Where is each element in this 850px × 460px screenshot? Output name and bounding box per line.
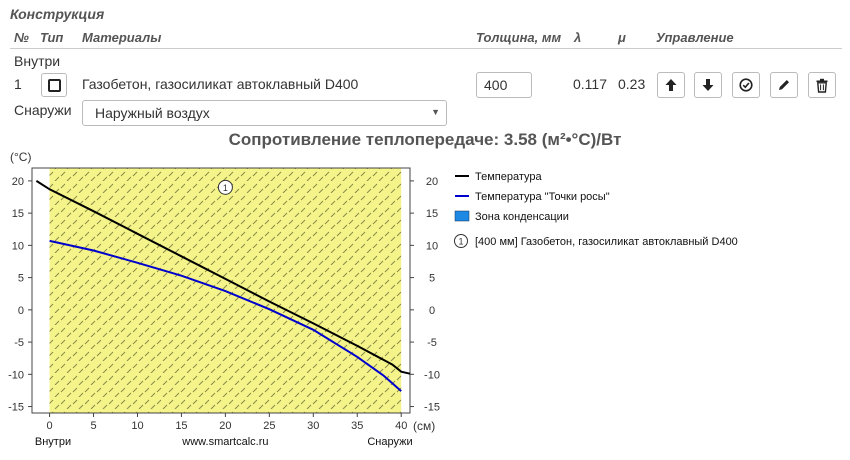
outside-air-select[interactable]: Наружный воздух ▼ bbox=[82, 100, 447, 126]
layer-material: Газобетон, газосиликат автоклавный D400 bbox=[82, 76, 359, 92]
y-tick-label-left: 10 bbox=[12, 240, 24, 252]
temperature-line bbox=[35, 180, 411, 375]
y-tick-label-right: -15 bbox=[424, 402, 440, 414]
x-axis-unit: (см) bbox=[413, 419, 435, 433]
arrow-down-icon bbox=[702, 79, 714, 91]
x-right-label: Снаружи bbox=[367, 436, 412, 448]
y-tick-label-left: -10 bbox=[8, 369, 24, 381]
y-tick-label-left: -5 bbox=[14, 337, 24, 349]
move-down-button[interactable] bbox=[694, 72, 722, 98]
dew-point-line bbox=[49, 239, 402, 392]
layer-marker-label: 1 bbox=[223, 183, 228, 193]
inside-label: Внутри bbox=[14, 53, 61, 69]
y-tick-label-left: -15 bbox=[8, 402, 24, 414]
move-up-button[interactable] bbox=[657, 72, 685, 98]
legend-layer-marker bbox=[454, 234, 468, 248]
chevron-down-icon: ▼ bbox=[431, 107, 440, 117]
y-tick-label-right: 10 bbox=[426, 240, 438, 252]
legend-condensation: Зона конденсации bbox=[475, 211, 569, 223]
y-tick-label-left: 15 bbox=[12, 208, 24, 220]
x-tick-label: 35 bbox=[351, 420, 363, 432]
temperature-chart: 1 20 20 15 15 10 10 5 5 0 0 -5 -5 -10 -10 -15 -15 0 5 10 15… bbox=[8, 150, 738, 448]
y-tick-label-left: 0 bbox=[18, 305, 24, 317]
x-left-label: Внутри bbox=[35, 436, 71, 448]
y-tick-label-right: 0 bbox=[429, 305, 435, 317]
edit-button[interactable] bbox=[770, 72, 798, 98]
header-divider bbox=[10, 48, 842, 49]
header-control: Управление bbox=[656, 30, 734, 45]
header-lambda: λ bbox=[574, 30, 582, 45]
plot-frame bbox=[31, 167, 411, 414]
y-tick-label-left: 20 bbox=[12, 176, 24, 188]
x-tick-label: 30 bbox=[307, 420, 319, 432]
y-tick-label-right: -10 bbox=[424, 369, 440, 381]
layer-mu: 0.23 bbox=[618, 76, 646, 92]
legend-layer-marker-label: 1 bbox=[458, 237, 463, 247]
x-tick-label: 0 bbox=[47, 420, 53, 432]
x-tick-label: 25 bbox=[263, 420, 275, 432]
x-tick-label: 10 bbox=[131, 420, 143, 432]
header-num: № bbox=[14, 30, 29, 45]
header-mu: μ bbox=[618, 30, 626, 45]
legend-temperature: Температура bbox=[475, 171, 543, 183]
trash-icon bbox=[816, 78, 828, 93]
pencil-icon bbox=[779, 80, 789, 90]
y-tick-label-right: 20 bbox=[426, 176, 438, 188]
header-type: Тип bbox=[40, 30, 64, 45]
y-tick-label-right: 5 bbox=[429, 273, 435, 285]
y-tick-label-right: -5 bbox=[427, 337, 437, 349]
square-icon bbox=[47, 78, 61, 92]
x-tick-label: 20 bbox=[219, 420, 231, 432]
layer-type-button[interactable] bbox=[41, 73, 67, 97]
thermal-resistance: Сопротивление теплопередаче: 3.58 (м²•°C… bbox=[228, 130, 622, 149]
y-axis-label: (°C) bbox=[10, 150, 31, 164]
x-tick-label: 40 bbox=[395, 420, 407, 432]
thickness-input[interactable] bbox=[476, 72, 532, 98]
legend-layer: [400 мм] Газобетон, газосиликат автоклав… bbox=[475, 236, 738, 248]
arrow-up-icon bbox=[665, 79, 677, 91]
layer-marker bbox=[217, 179, 233, 195]
check-circle-icon bbox=[739, 78, 753, 92]
outside-select-value: Наружный воздух bbox=[95, 105, 210, 121]
layer-number: 1 bbox=[14, 76, 22, 92]
delete-button[interactable] bbox=[808, 72, 836, 98]
x-center-label: www.smartcalc.ru bbox=[181, 436, 268, 448]
legend-dew-point: Температура "Точки росы" bbox=[475, 191, 610, 203]
check-button[interactable] bbox=[732, 72, 760, 98]
outside-label: Снаружи bbox=[14, 102, 72, 118]
x-tick-label: 15 bbox=[175, 420, 187, 432]
x-tick-label: 5 bbox=[90, 420, 96, 432]
legend-condensation-swatch bbox=[454, 210, 470, 222]
section-title: Конструкция bbox=[10, 6, 105, 22]
layer-lambda: 0.117 bbox=[573, 76, 607, 92]
header-materials: Материалы bbox=[82, 30, 162, 45]
y-tick-label-right: 15 bbox=[426, 208, 438, 220]
y-tick-label-left: 5 bbox=[18, 273, 24, 285]
header-thickness: Толщина, мм bbox=[476, 30, 562, 45]
